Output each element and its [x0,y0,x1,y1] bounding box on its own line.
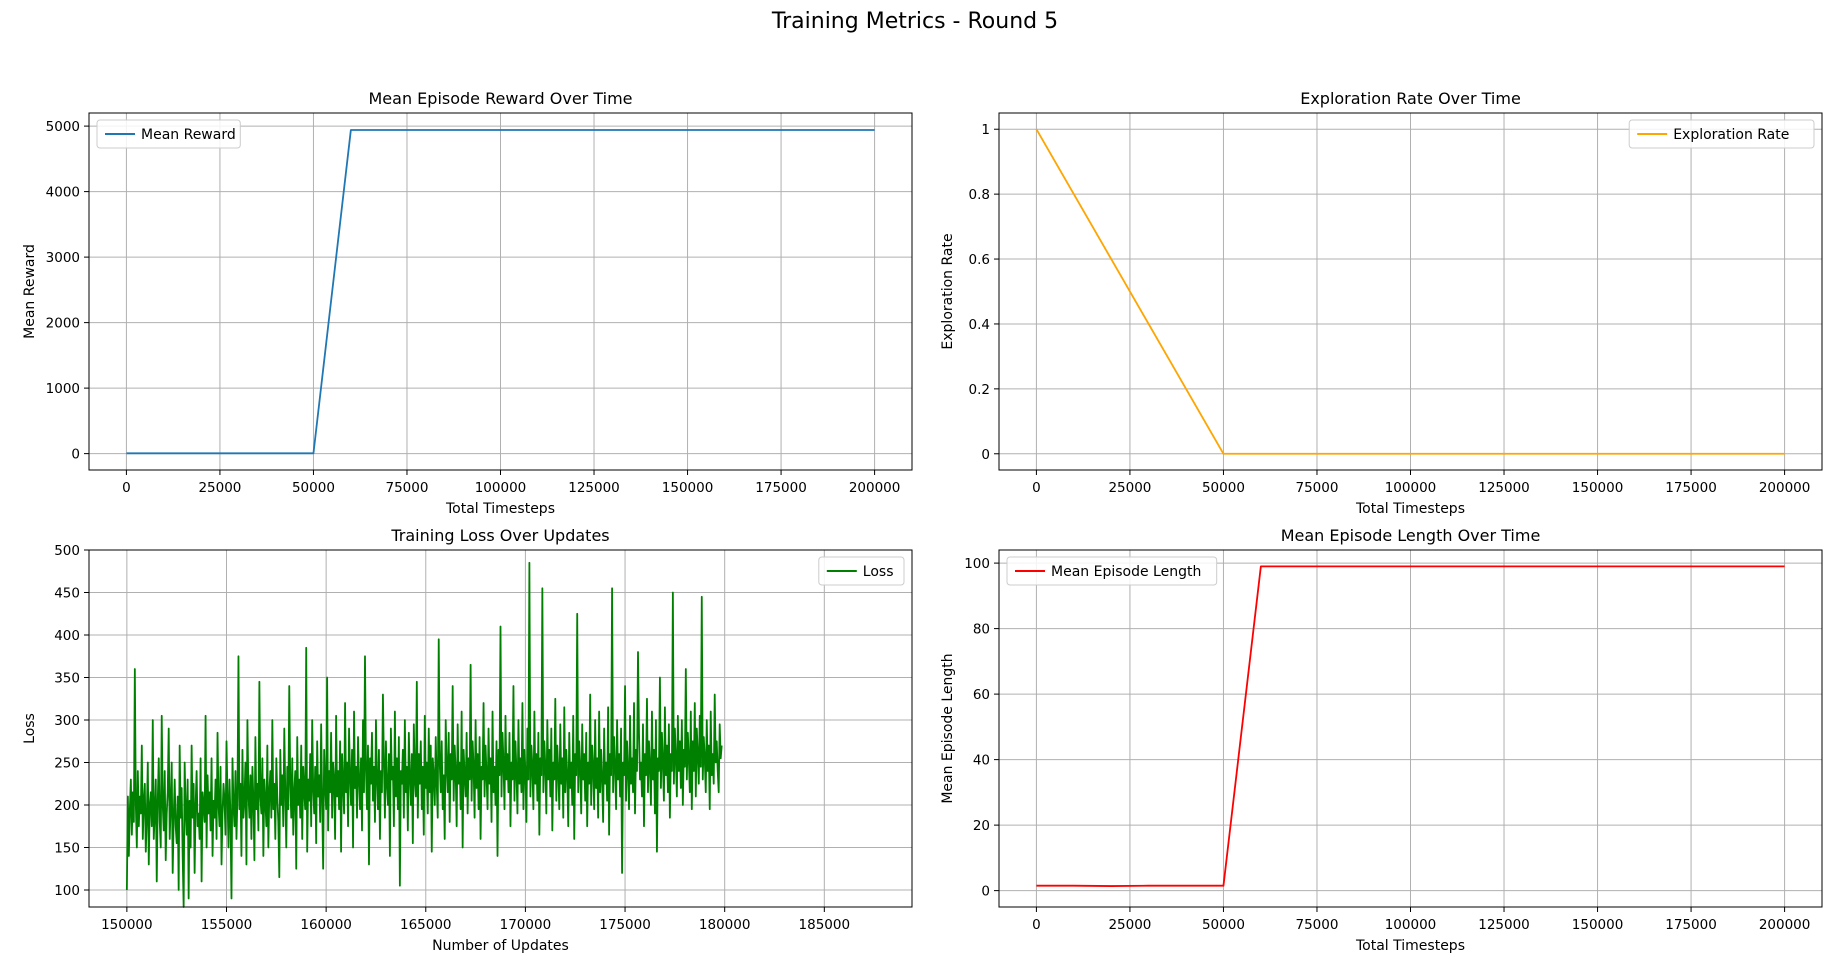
x-tick-label: 0 [122,480,131,496]
x-tick-label: 165000 [400,917,452,933]
x-tick-label: 125000 [1478,917,1530,933]
x-tick-label: 100000 [1385,480,1437,496]
x-tick-label: 50000 [1202,480,1245,496]
y-tick-label: 3000 [46,250,80,266]
x-tick-label: 50000 [1202,917,1245,933]
legend: Loss [818,556,905,586]
x-axis-label: Total Timesteps [1355,938,1465,954]
legend-label: Mean Episode Length [1051,564,1201,580]
subplot-title: Exploration Rate Over Time [1300,89,1521,108]
y-tick-label: 500 [54,543,80,559]
y-tick-label: 1000 [46,381,80,397]
legend-box [1628,119,1815,149]
figure-title: Training Metrics - Round 5 [771,9,1058,34]
x-tick-label: 50000 [292,480,335,496]
series-line-loss [125,561,723,908]
y-tick-label: 100 [964,556,990,572]
x-tick-label: 185000 [799,917,851,933]
y-axis-label: Mean Reward [22,244,38,339]
subplot-2: 0 25000 50000 75000 100000 125000 150000 175000… [940,89,1823,517]
subplot-title: Mean Episode Reward Over Time [369,89,633,108]
legend: Mean Reward [96,119,241,149]
y-tick-label: 200 [54,798,80,814]
x-axis-label: Total Timesteps [445,501,555,517]
x-tick-label: 125000 [1478,480,1530,496]
x-tick-label: 150000 [1572,917,1624,933]
y-tick-label: 5000 [46,119,80,135]
y-axis-label: Loss [22,713,38,744]
x-tick-label: 175000 [1665,480,1717,496]
series-line-mean-reward [126,129,875,455]
series-line-mean-episode-length [1036,565,1785,887]
x-tick-label: 100000 [1385,917,1437,933]
y-tick-label: 80 [973,622,990,638]
y-tick-label: 250 [54,756,80,772]
y-tick-label: 0 [981,447,990,463]
y-tick-label: 0.2 [969,382,990,398]
subplot-title: Mean Episode Length Over Time [1281,526,1541,545]
legend-box [1006,556,1218,586]
x-tick-label: 25000 [1108,917,1151,933]
y-tick-label: 60 [973,687,990,703]
x-tick-label: 155000 [201,917,253,933]
x-tick-label: 75000 [386,480,429,496]
y-tick-label: 150 [54,841,80,857]
x-tick-label: 175000 [1665,917,1717,933]
x-tick-label: 200000 [1759,917,1811,933]
x-tick-label: 150000 [1572,480,1624,496]
x-tick-label: 0 [1032,917,1041,933]
legend: Exploration Rate [1628,119,1815,149]
axes-frame [88,549,913,908]
y-tick-label: 2000 [46,316,80,332]
x-tick-label: 25000 [1108,480,1151,496]
y-tick-label: 100 [54,883,80,899]
subplot-3: 150000 155000 160000 165000 170000 175000 1800… [22,526,913,954]
x-tick-label: 150000 [662,480,714,496]
legend-box [96,119,241,149]
y-tick-label: 400 [54,628,80,644]
y-tick-label: 0 [981,884,990,900]
x-tick-label: 75000 [1296,480,1339,496]
x-tick-label: 170000 [500,917,552,933]
x-axis-label: Number of Updates [432,938,569,954]
x-tick-label: 175000 [755,480,807,496]
legend-box [818,556,905,586]
legend-label: Mean Reward [141,127,236,143]
y-tick-label: 1 [981,122,990,138]
y-axis-label: Mean Episode Length [940,653,956,803]
subplot-1: 0 25000 50000 75000 100000 125000 150000 175000… [22,89,913,517]
y-tick-label: 20 [973,818,990,834]
series-line-exploration-rate [1035,128,1785,455]
y-tick-label: 0.6 [969,252,990,268]
subplots: 0 25000 50000 75000 100000 125000 150000 175000… [22,89,1823,954]
x-tick-label: 125000 [568,480,620,496]
y-axis-label: Exploration Rate [940,233,956,349]
x-axis-label: Total Timesteps [1355,501,1465,517]
x-tick-label: 100000 [475,480,527,496]
x-tick-label: 200000 [1759,480,1811,496]
x-tick-label: 0 [1032,480,1041,496]
y-tick-label: 0 [71,447,80,463]
legend-label: Loss [863,564,894,580]
y-tick-label: 300 [54,713,80,729]
x-tick-label: 150000 [101,917,153,933]
legend-label: Exploration Rate [1673,127,1789,143]
x-tick-label: 200000 [849,480,901,496]
subplot-4: 0 25000 50000 75000 100000 125000 150000 175000… [940,526,1823,954]
y-tick-label: 0.4 [969,317,990,333]
x-tick-label: 75000 [1296,917,1339,933]
x-tick-label: 160000 [300,917,352,933]
y-tick-label: 450 [54,586,80,602]
x-tick-label: 175000 [599,917,651,933]
subplot-title: Training Loss Over Updates [390,526,609,545]
y-tick-label: 350 [54,671,80,687]
y-tick-label: 0.8 [969,187,990,203]
legend: Mean Episode Length [1006,556,1218,586]
x-tick-label: 25000 [198,480,241,496]
y-tick-label: 4000 [46,185,80,201]
y-tick-label: 40 [973,753,990,769]
x-tick-label: 180000 [699,917,751,933]
